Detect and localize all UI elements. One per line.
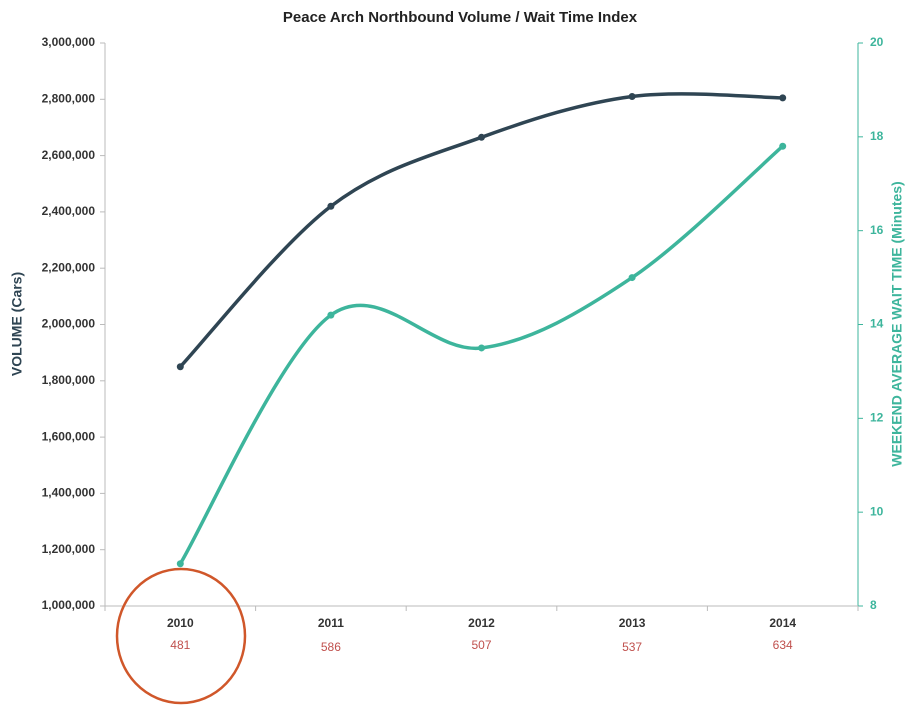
y2-tick-label: 14 bbox=[870, 317, 884, 331]
category-count: 586 bbox=[321, 640, 341, 654]
category-count: 507 bbox=[471, 638, 491, 652]
category-count: 537 bbox=[622, 640, 642, 654]
point bbox=[327, 311, 335, 319]
x-tick-label: 2013 bbox=[619, 616, 646, 630]
y-axis-label: VOLUME (Cars) bbox=[9, 272, 25, 376]
y-tick-label: 2,200,000 bbox=[42, 260, 96, 274]
category-count: 634 bbox=[773, 638, 793, 652]
y-tick-label: 1,400,000 bbox=[42, 486, 96, 500]
point bbox=[779, 142, 787, 150]
y-tick-label: 2,400,000 bbox=[42, 204, 96, 218]
point bbox=[779, 94, 787, 102]
point bbox=[628, 92, 636, 100]
point bbox=[478, 133, 485, 141]
y2-tick-label: 12 bbox=[870, 411, 884, 425]
point bbox=[478, 344, 485, 352]
point bbox=[176, 560, 184, 568]
x-tick-label: 2014 bbox=[769, 616, 796, 630]
category-count: 481 bbox=[170, 638, 190, 652]
x-tick-label: 2010 bbox=[167, 616, 194, 630]
y2-tick-label: 18 bbox=[870, 129, 884, 143]
y-tick-label: 2,600,000 bbox=[42, 148, 96, 162]
y2-tick-label: 10 bbox=[870, 504, 884, 518]
y2-tick-label: 20 bbox=[870, 35, 884, 49]
x-tick-label: 2012 bbox=[468, 616, 495, 630]
y2-axis-label: WEEKEND AVERAGE WAIT TIME (Minutes) bbox=[889, 181, 905, 466]
point bbox=[176, 363, 184, 371]
chart-title: Peace Arch Northbound Volume / Wait Time… bbox=[283, 9, 638, 26]
y-tick-label: 1,600,000 bbox=[42, 429, 96, 443]
y-tick-label: 2,800,000 bbox=[42, 91, 96, 105]
y-tick-label: 2,000,000 bbox=[42, 317, 96, 331]
x-tick-label: 2011 bbox=[318, 616, 344, 630]
y-tick-label: 3,000,000 bbox=[42, 35, 96, 49]
y2-tick-label: 8 bbox=[870, 598, 877, 612]
y-tick-label: 1,000,000 bbox=[42, 598, 96, 612]
y-tick-label: 1,200,000 bbox=[42, 542, 96, 556]
highlight-circle bbox=[115, 567, 247, 705]
point bbox=[628, 274, 636, 282]
series-line bbox=[178, 144, 784, 565]
y2-tick-label: 16 bbox=[870, 223, 884, 237]
point bbox=[327, 202, 335, 210]
y-tick-label: 1,800,000 bbox=[42, 373, 96, 387]
